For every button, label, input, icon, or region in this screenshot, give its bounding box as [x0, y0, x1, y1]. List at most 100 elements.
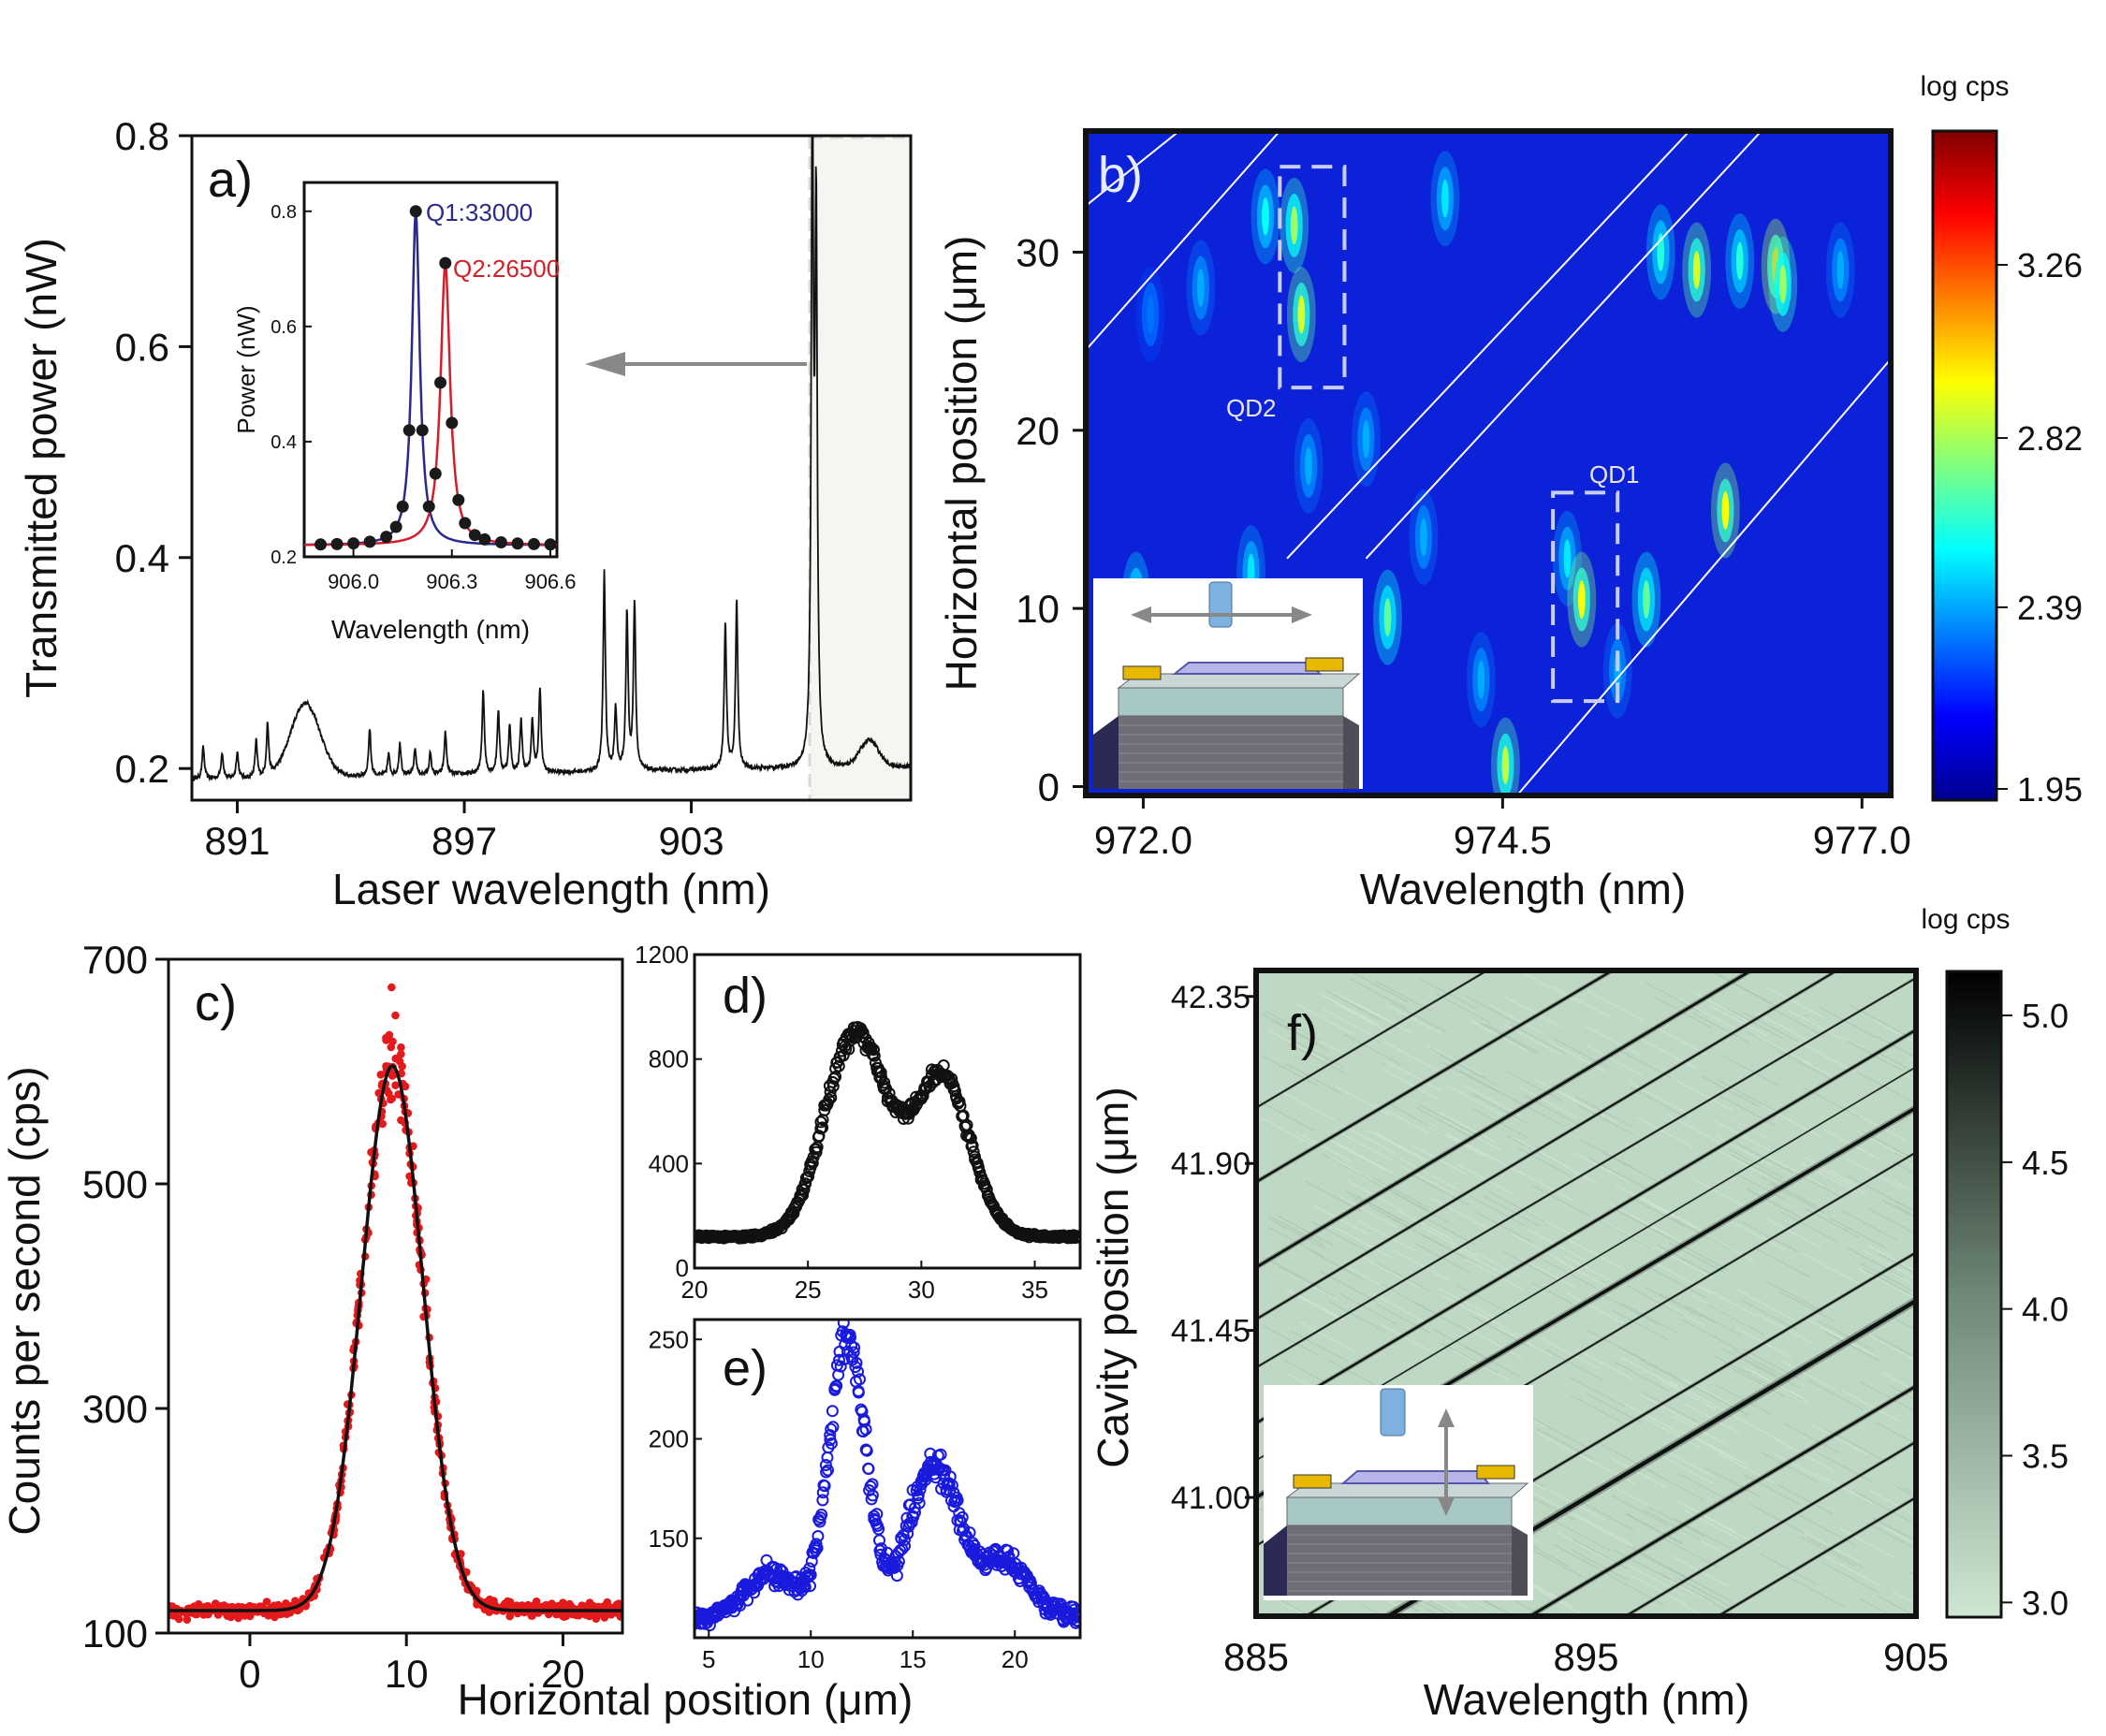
- texture-streak: [1722, 1349, 1780, 1380]
- texture-streak: [1780, 1360, 1838, 1392]
- texture-streak: [1263, 1056, 1320, 1087]
- texture-streak: [1692, 1013, 1750, 1044]
- legend-q1: Q1:33000: [426, 198, 533, 226]
- texture-streak: [1893, 1161, 1916, 1175]
- texture-streak: [1577, 1104, 1634, 1136]
- texture-streak: [1659, 1379, 1716, 1410]
- texture-streak: [1324, 989, 1382, 1021]
- texture-streak: [1639, 1038, 1697, 1070]
- texture-streak: [1279, 1266, 1336, 1298]
- data-point: [398, 1062, 406, 1071]
- x-axis-label-c: Horizontal position (μm): [458, 1675, 914, 1724]
- data-point-circle: [909, 1506, 921, 1519]
- colorbar-tick-b: 1.95: [2017, 770, 2083, 809]
- texture-streak: [1375, 981, 1433, 1013]
- data-point: [262, 1597, 271, 1606]
- spot-core: [1577, 580, 1586, 620]
- texture-streak: [1824, 1555, 1881, 1587]
- texture-streak: [1611, 1309, 1669, 1341]
- texture-streak: [1641, 1197, 1699, 1229]
- x-tick-c: 10: [385, 1652, 429, 1696]
- texture-streak: [1869, 1490, 1916, 1516]
- texture-streak: [1520, 1257, 1577, 1289]
- y-tick-e: 150: [649, 1524, 689, 1553]
- texture-streak: [1268, 1029, 1326, 1061]
- texture-streak: [1289, 1290, 1347, 1321]
- texture-streak: [1343, 1033, 1401, 1065]
- texture-streak: [1536, 1432, 1594, 1464]
- texture-streak: [1382, 1041, 1440, 1072]
- plot-frame-c: [167, 957, 624, 1635]
- data-point-circle: [822, 1464, 834, 1477]
- texture-streak: [1527, 1546, 1585, 1578]
- spot-core: [1778, 265, 1787, 304]
- texture-streak: [1752, 1246, 1810, 1277]
- data-point-circle: [862, 1463, 875, 1475]
- texture-streak: [1505, 1070, 1563, 1101]
- texture-streak: [1750, 1373, 1808, 1405]
- colorbar-tick-f: 4.5: [2022, 1144, 2069, 1182]
- spot-core: [1441, 179, 1449, 218]
- mode-line: [1717, 1496, 1916, 1616]
- texture-streak: [1588, 1157, 1645, 1189]
- texture-streak: [1267, 1214, 1325, 1246]
- texture-streak: [1647, 1505, 1704, 1537]
- texture-streak: [1894, 1152, 1916, 1165]
- texture-streak: [1718, 1079, 1775, 1111]
- spot-core: [1477, 660, 1485, 699]
- texture-streak: [1520, 1087, 1578, 1119]
- contact-left-f: [1293, 1474, 1332, 1489]
- texture-streak: [1728, 1169, 1785, 1201]
- texture-streak: [1875, 1035, 1916, 1058]
- x-tick-d: 30: [908, 1276, 935, 1304]
- texture-streak: [1717, 1111, 1774, 1143]
- texture-streak: [1788, 1576, 1846, 1608]
- texture-streak: [1815, 1472, 1873, 1504]
- texture-streak: [1722, 1055, 1780, 1087]
- data-point: [217, 1602, 226, 1612]
- data-point-circle: [811, 1541, 824, 1554]
- data-point: [524, 1600, 533, 1610]
- texture-streak: [1340, 1263, 1397, 1295]
- data-point-circle: [953, 1095, 966, 1108]
- spot-core: [1197, 269, 1205, 307]
- texture-streak: [1558, 1260, 1616, 1291]
- data-point-circle: [866, 1478, 879, 1491]
- texture-streak: [1336, 1003, 1393, 1035]
- texture-streak: [1883, 1526, 1916, 1545]
- plot-frame-f: [1253, 968, 1919, 1619]
- texture-streak: [1710, 1005, 1767, 1037]
- texture-streak: [1285, 1289, 1342, 1320]
- texture-streak: [1648, 1266, 1706, 1298]
- spot-core: [1735, 241, 1744, 281]
- texture-streak: [1631, 1215, 1689, 1247]
- texture-streak: [1260, 1116, 1317, 1148]
- texture-streak: [1545, 1349, 1603, 1381]
- texture-streak: [1872, 1334, 1916, 1359]
- spot-core: [1297, 295, 1306, 334]
- texture-streak: [1803, 1156, 1860, 1188]
- texture-streak: [1523, 972, 1581, 1004]
- inset-y-tick: 0.4: [271, 432, 297, 453]
- texture-streak: [1651, 1025, 1709, 1057]
- texture-streak: [1889, 1385, 1916, 1401]
- texture-streak: [1859, 1381, 1916, 1413]
- data-point-circle: [832, 1059, 845, 1072]
- data-point-circle: [956, 1510, 969, 1524]
- texture-streak: [1271, 1595, 1311, 1616]
- y-tick-d: 800: [649, 1045, 689, 1073]
- inset-data-point: [527, 537, 540, 550]
- data-point-circle: [842, 1043, 856, 1056]
- dbr-stack-f: [1287, 1525, 1512, 1596]
- texture-streak: [1801, 1252, 1859, 1284]
- texture-streak: [1540, 1257, 1597, 1289]
- texture-streak: [1579, 1453, 1636, 1485]
- texture-streak: [1628, 1196, 1686, 1228]
- texture-streak: [1628, 1081, 1686, 1113]
- texture-streak: [1587, 990, 1645, 1022]
- texture-streak: [1586, 1393, 1643, 1424]
- texture-streak: [1382, 1068, 1439, 1100]
- texture-streak: [1509, 1233, 1567, 1264]
- spot-core: [1362, 419, 1370, 459]
- texture-streak: [1644, 1510, 1702, 1541]
